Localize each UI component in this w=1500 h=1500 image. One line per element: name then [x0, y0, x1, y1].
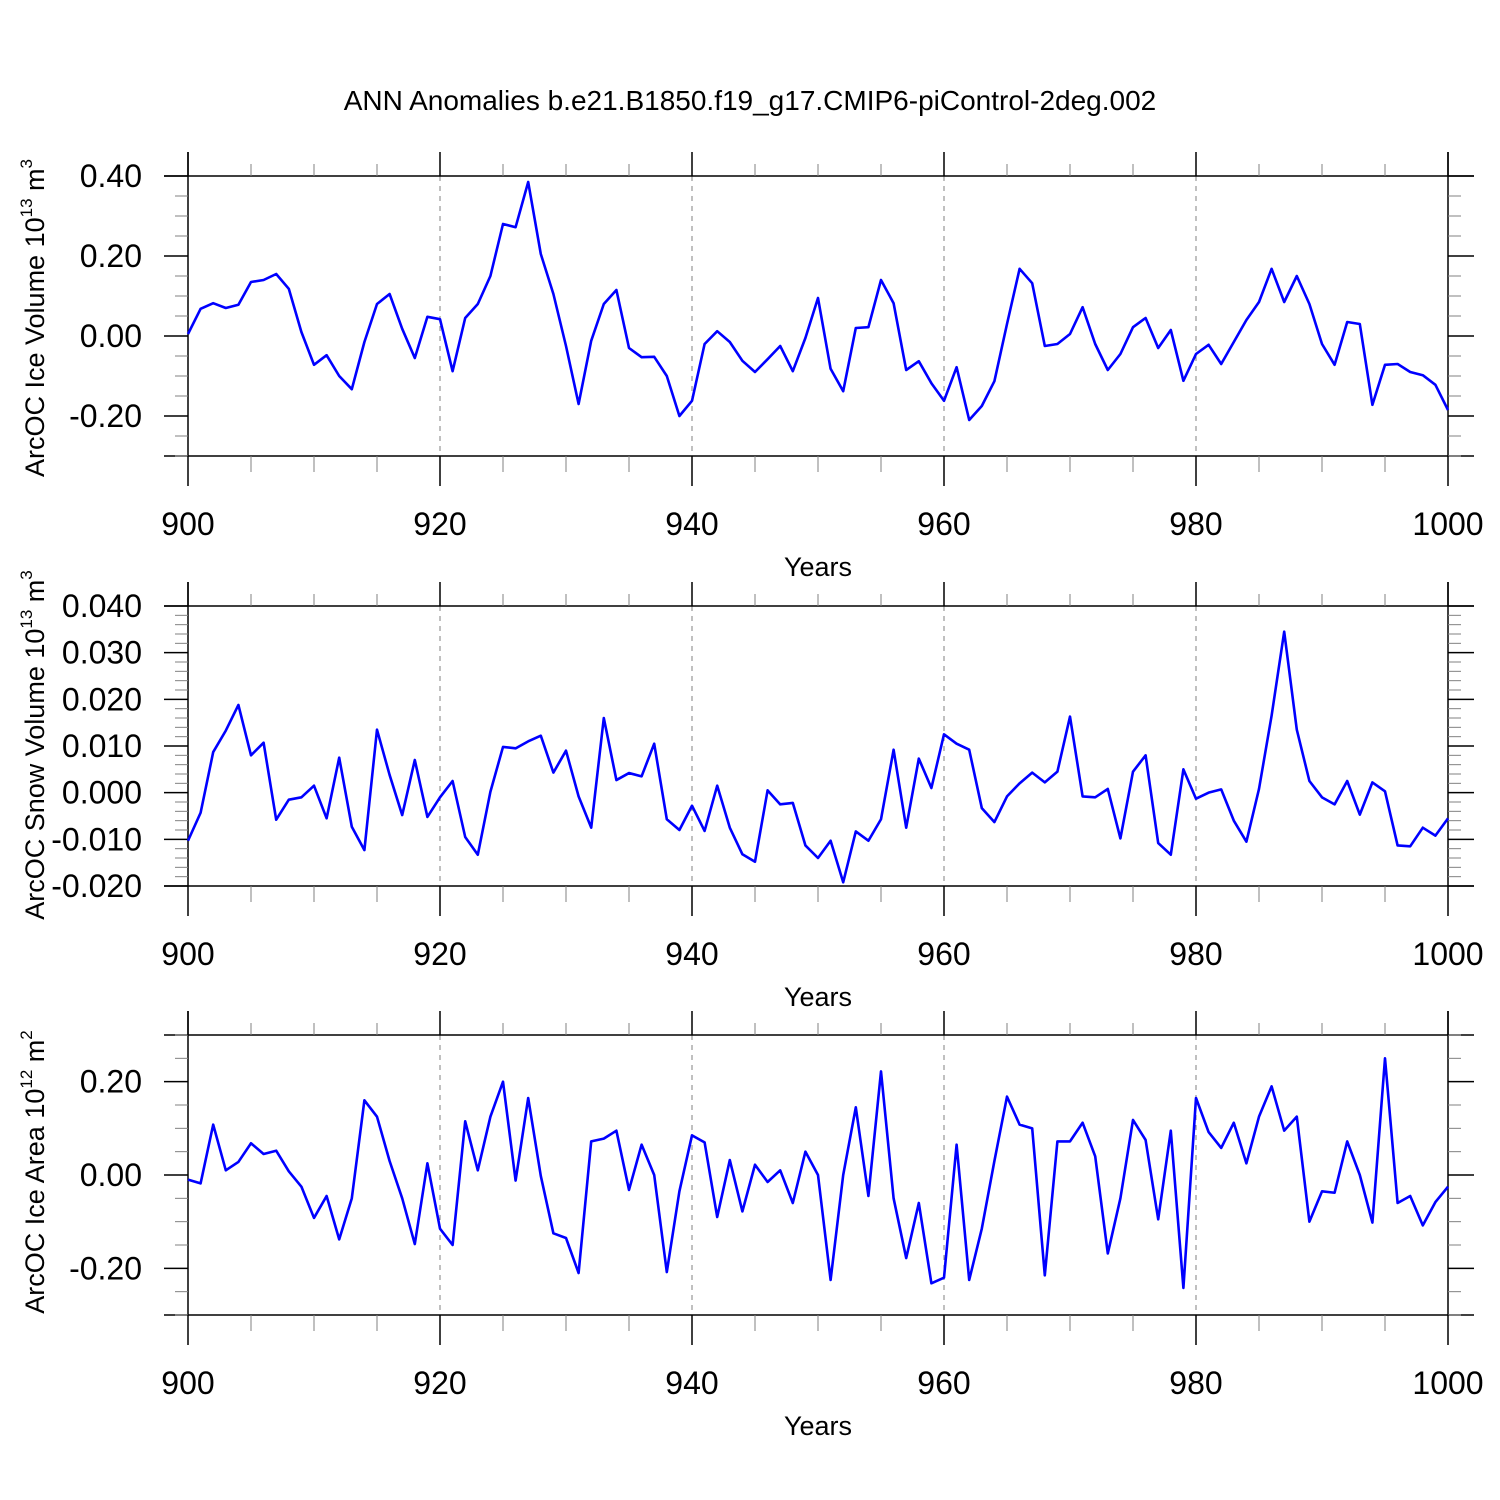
y-tick-label: 0.00 [80, 318, 142, 354]
x-tick-label: 960 [917, 506, 970, 542]
y-tick-label: 0.010 [62, 728, 142, 764]
x-tick-label: 920 [413, 1365, 466, 1401]
series-line [186, 630, 1450, 884]
x-tick-label: 940 [665, 936, 718, 972]
x-tick-label: 900 [161, 506, 214, 542]
y-axis-title: ArcOC Snow Volume 1013 m3 [17, 570, 50, 920]
x-tick-label: 920 [413, 936, 466, 972]
y-tick-label: 0.20 [80, 238, 142, 274]
y-tick-label: 0.020 [62, 681, 142, 717]
x-tick-label: 920 [413, 506, 466, 542]
panel-3: -0.20 0.00 0.20 900 920 940 960 980 1000 Years Arc… [17, 1011, 1484, 1441]
x-axis-title: Years [784, 552, 852, 582]
y-tick-label: 0.20 [80, 1064, 142, 1100]
x-tick-label: 940 [665, 506, 718, 542]
x-tick-label: 900 [161, 936, 214, 972]
y-axis-title: ArcOC Ice Area 1012 m2 [17, 1030, 50, 1314]
x-tick-label: 900 [161, 1365, 214, 1401]
series-line [186, 180, 1450, 422]
x-tick-label: 960 [917, 936, 970, 972]
x-tick-label: 940 [665, 1365, 718, 1401]
x-axis-title: Years [784, 1411, 852, 1441]
y-tick-label: 0.40 [80, 158, 142, 194]
y-tick-label: 0.000 [62, 775, 142, 811]
panels: -0.20 0.00 0.20 0.40 900 920 940 960 980 1000 Year… [17, 152, 1484, 1441]
y-tick-label: -0.020 [51, 868, 142, 904]
y-tick-label: 0.00 [80, 1157, 142, 1193]
panel-1: -0.20 0.00 0.20 0.40 900 920 940 960 980 1000 Year… [17, 152, 1484, 582]
x-tick-label: 1000 [1412, 1365, 1483, 1401]
x-tick-label: 980 [1169, 936, 1222, 972]
y-tick-label: -0.010 [51, 821, 142, 857]
x-tick-label: 1000 [1412, 936, 1483, 972]
x-tick-label: 980 [1169, 1365, 1222, 1401]
chart-title: ANN Anomalies b.e21.B1850.f19_g17.CMIP6-… [344, 85, 1157, 116]
x-axis-title: Years [784, 982, 852, 1012]
y-tick-label: 0.030 [62, 635, 142, 671]
x-tick-label: 960 [917, 1365, 970, 1401]
y-tick-label: -0.20 [69, 398, 142, 434]
panel-2: -0.020 -0.010 0.000 0.010 0.020 0.030 0.040 900… [17, 570, 1484, 1012]
x-tick-label: 1000 [1412, 506, 1483, 542]
y-tick-label: 0.040 [62, 588, 142, 624]
y-tick-label: -0.20 [69, 1250, 142, 1286]
series-line [187, 1057, 1450, 1290]
y-axis-title: ArcOC Ice Volume 1013 m3 [17, 159, 50, 477]
x-tick-label: 980 [1169, 506, 1222, 542]
